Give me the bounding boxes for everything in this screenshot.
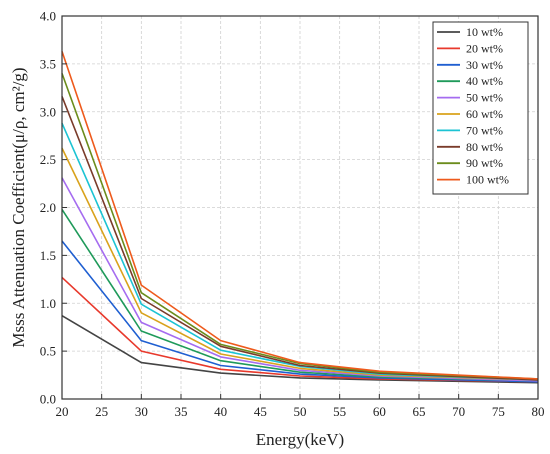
series-lines [61, 51, 539, 384]
legend-label: 70 wt% [466, 123, 503, 137]
legend-label: 100 wt% [466, 173, 509, 187]
y-tick-label: 1.0 [40, 296, 56, 311]
series-line [61, 240, 539, 383]
y-tick-label: 1.5 [40, 248, 56, 263]
x-tick-label: 20 [56, 404, 69, 419]
legend-label: 90 wt% [466, 156, 503, 170]
x-tick-label: 50 [294, 404, 307, 419]
y-tick-label: 3.0 [40, 104, 56, 119]
x-tick-label: 65 [413, 404, 426, 419]
x-tick-label: 30 [135, 404, 148, 419]
legend-box [432, 21, 529, 195]
x-tick-label: 35 [175, 404, 188, 419]
series-line [61, 315, 539, 384]
x-tick-label: 55 [333, 404, 346, 419]
legend-label: 20 wt% [466, 41, 503, 55]
x-tick-label: 45 [254, 404, 267, 419]
x-tick-label: 75 [492, 404, 505, 419]
y-tick-label: 0.0 [40, 392, 56, 407]
legend-label: 30 wt% [466, 58, 503, 72]
x-tick-label: 25 [95, 404, 108, 419]
legend-label: 80 wt% [466, 140, 503, 154]
axis-ticks: 20 25 30 35 40 45 50 55 60 65 70 75 80 0.0 0.5 1.0 1.5 2.… [40, 9, 545, 420]
series-line [61, 276, 539, 383]
y-tick-label: 2.0 [40, 200, 56, 215]
x-tick-label: 60 [373, 404, 386, 419]
y-tick-label: 4.0 [40, 9, 56, 24]
legend-label: 40 wt% [466, 74, 503, 88]
x-tick-label: 80 [532, 404, 545, 419]
legend-label: 10 wt% [466, 25, 503, 39]
series-line [61, 208, 539, 382]
series-line [61, 177, 539, 382]
y-tick-label: 0.5 [40, 344, 56, 359]
x-tick-label: 70 [452, 404, 465, 419]
series-line [61, 73, 539, 380]
x-tick-label: 40 [214, 404, 227, 419]
series-line [61, 51, 539, 380]
legend-label: 50 wt% [466, 91, 503, 105]
x-axis-title: Energy(keV) [256, 430, 344, 449]
y-tick-label: 2.5 [40, 152, 56, 167]
legend: 10 wt% 20 wt% 30 wt% 40 wt% 50 wt% 60 wt% 70 w… [432, 21, 529, 195]
series-line [61, 96, 539, 381]
series-line [61, 147, 539, 381]
legend-label: 60 wt% [466, 107, 503, 121]
y-axis-title: Msss Attenuation Coefficient(μ/ρ, cm²/g) [9, 67, 28, 347]
series-line [61, 122, 539, 381]
y-tick-label: 3.5 [40, 56, 56, 71]
